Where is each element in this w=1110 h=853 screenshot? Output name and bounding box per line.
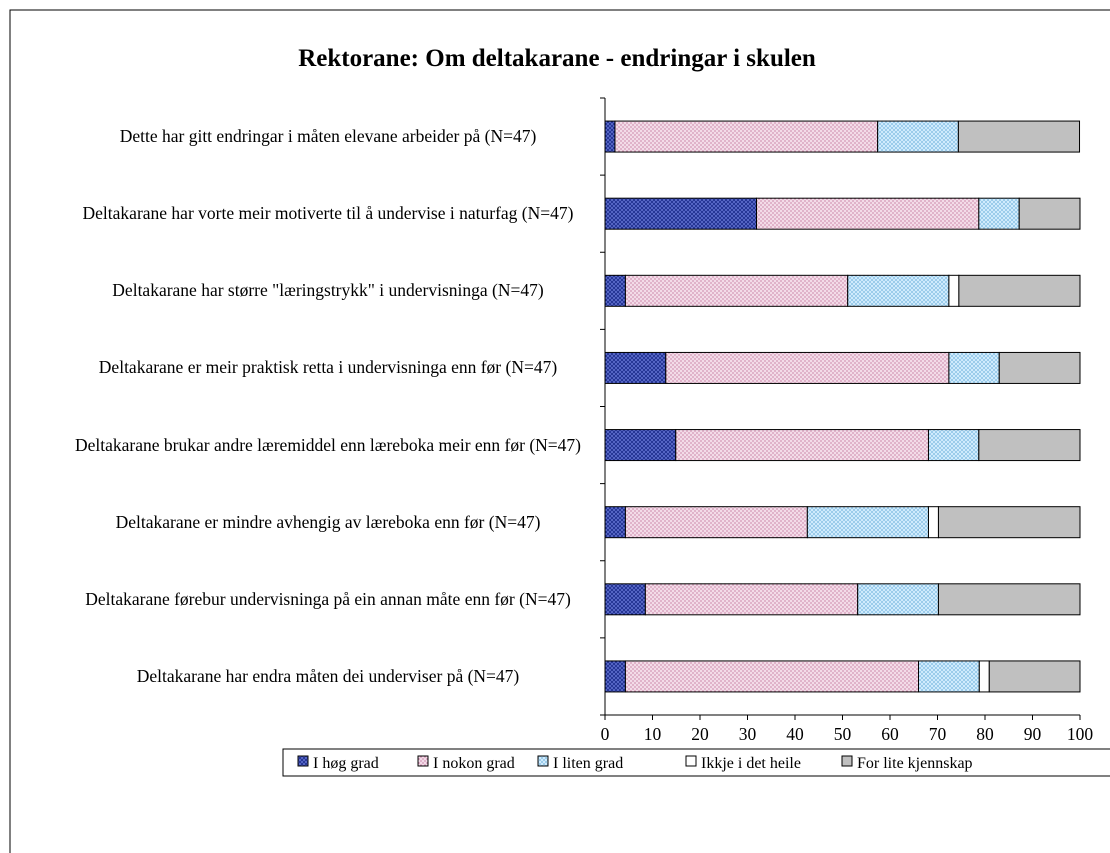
bar-segment — [918, 660, 980, 693]
category-label: Deltakarane har vorte meir motiverte til… — [82, 203, 574, 224]
legend-label: I høg grad — [313, 755, 379, 772]
bar-segment — [756, 197, 980, 230]
bar-segment — [927, 506, 939, 539]
bar-segment — [937, 506, 1081, 539]
bar-segment — [624, 506, 808, 539]
bar-segment — [604, 197, 758, 230]
x-tick-label: 20 — [691, 724, 709, 744]
bar-segment — [604, 429, 677, 462]
legend-swatch — [537, 755, 549, 767]
category-label: Deltakarane førebur undervisninga på ein… — [85, 588, 571, 609]
category-label: Dette har gitt endringar i måten elevane… — [119, 126, 537, 147]
bar-segment — [978, 660, 990, 693]
x-tick-label: 80 — [976, 724, 994, 744]
x-tick-label: 0 — [601, 724, 610, 744]
bar-segment — [978, 429, 1081, 462]
bar-segment — [604, 660, 626, 693]
bar-segment — [614, 120, 879, 153]
legend-label: For lite kjennskap — [857, 755, 973, 772]
x-tick-label: 70 — [929, 724, 947, 744]
bar-segment — [806, 506, 929, 539]
bar-segment — [988, 660, 1081, 693]
bar-segment — [847, 274, 950, 307]
bar-segment — [604, 120, 616, 153]
bar-segment — [624, 274, 849, 307]
bar-segment — [857, 583, 939, 616]
legend-swatch — [417, 755, 429, 767]
legend-label: I liten grad — [553, 755, 623, 772]
bar-segment — [604, 583, 646, 616]
category-label: Deltakarane har større "læringstrykk" i … — [112, 280, 544, 301]
x-tick-label: 50 — [834, 724, 852, 744]
bar-segment — [877, 120, 959, 153]
bar-segment — [998, 351, 1081, 384]
bar-segment — [978, 197, 1020, 230]
bar-segment — [665, 351, 950, 384]
legend-swatch — [685, 755, 697, 767]
category-label: Deltakarane er mindre avhengig av lærebo… — [115, 511, 541, 532]
bar-segment — [957, 120, 1081, 153]
x-tick-label: 60 — [881, 724, 899, 744]
bar-segment — [675, 429, 929, 462]
frame — [9, 9, 1110, 853]
legend-label: Ikkje i det heile — [701, 755, 801, 772]
chart-title: Rektorane: Om deltakarane - endringar i … — [298, 45, 816, 72]
category-label: Deltakarane brukar andre læremiddel enn … — [75, 434, 581, 455]
x-tick-label: 100 — [1067, 724, 1094, 744]
x-tick-label: 40 — [786, 724, 804, 744]
bar-segment — [604, 351, 667, 384]
bar-segment — [604, 506, 626, 539]
bar-segment — [604, 274, 626, 307]
x-tick-label: 30 — [739, 724, 757, 744]
category-label: Deltakarane er meir praktisk retta i und… — [98, 357, 558, 378]
bar-segment — [937, 583, 1081, 616]
bar-segment — [1018, 197, 1081, 230]
bar-segment — [624, 660, 919, 693]
category-label: Deltakarane har endra måten dei undervis… — [136, 665, 520, 686]
x-tick-label: 90 — [1024, 724, 1042, 744]
bar-segment — [927, 429, 980, 462]
bar-segment — [948, 274, 960, 307]
legend-label: I nokon grad — [433, 755, 515, 772]
legend-swatch — [297, 755, 309, 767]
bar-segment — [644, 583, 859, 616]
x-tick-label: 10 — [644, 724, 662, 744]
legend-swatch — [841, 755, 853, 767]
bar-segment — [948, 351, 1000, 384]
bar-segment — [958, 274, 1081, 307]
